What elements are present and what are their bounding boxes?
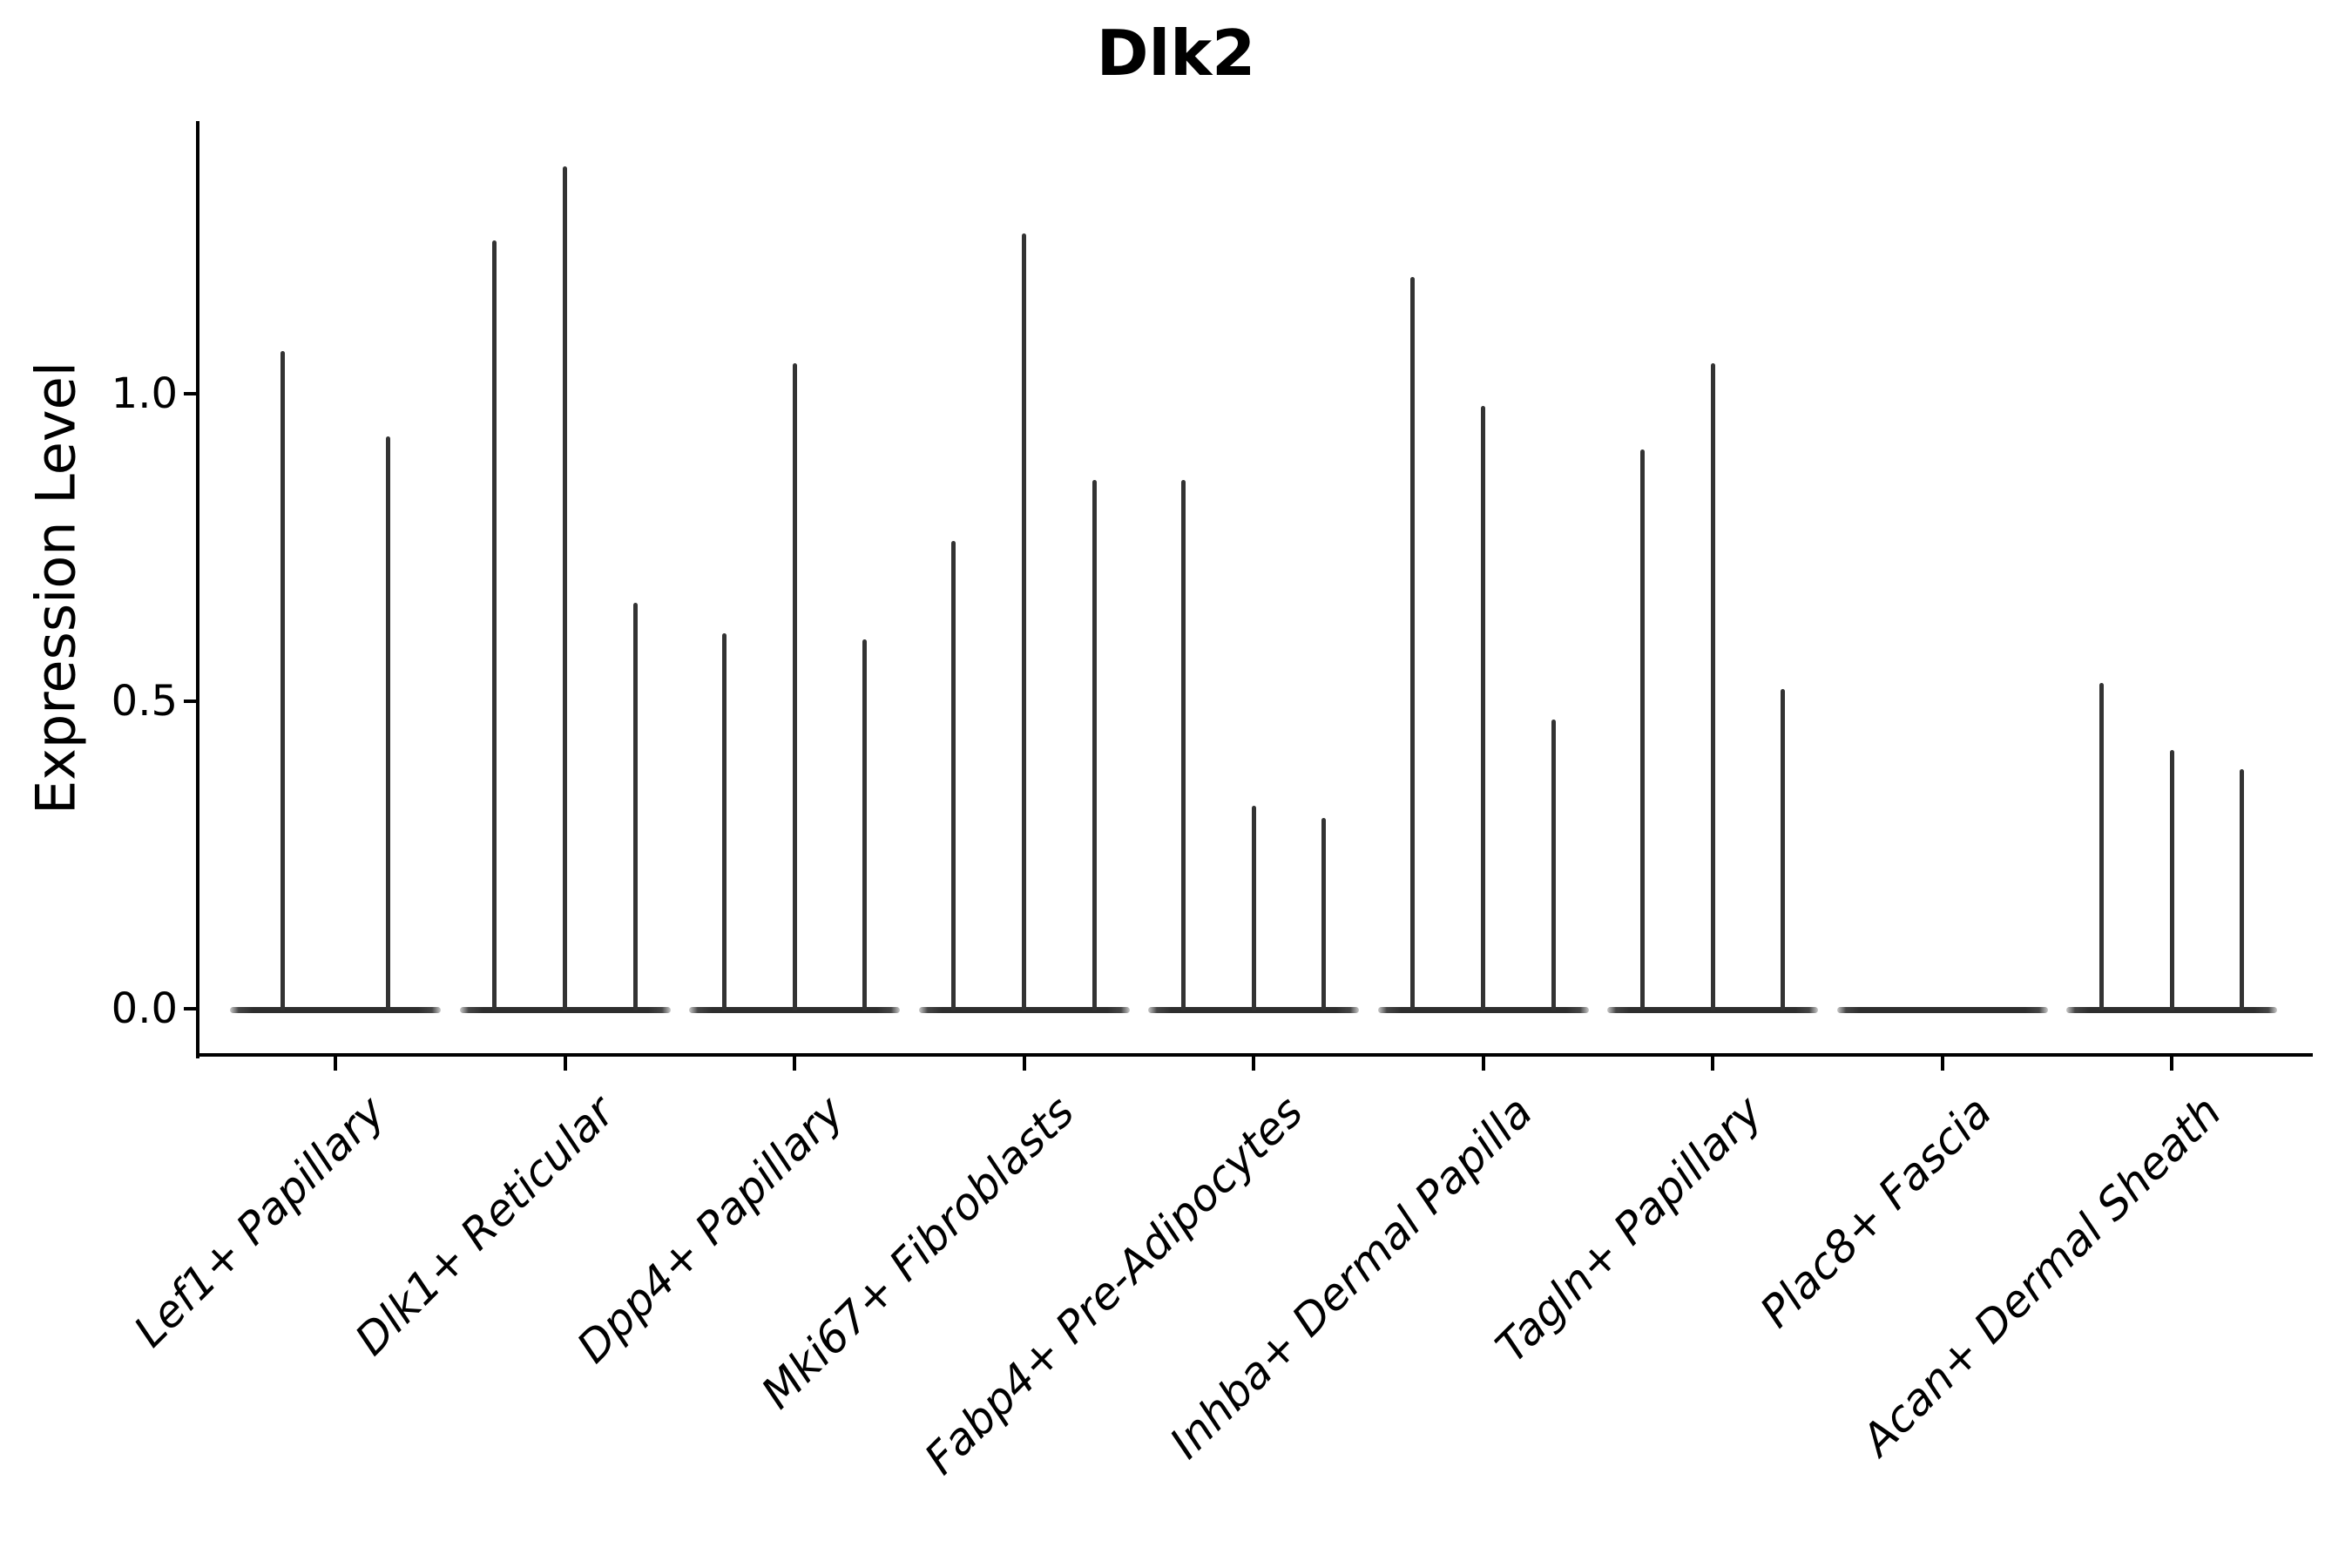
y-axis-label-text: Expression Level: [24, 362, 88, 814]
violin-spike: [386, 436, 390, 1010]
violin-spike: [721, 633, 727, 1010]
violin-spike: [1022, 233, 1026, 1010]
violin-spike: [1410, 276, 1416, 1010]
x-tick-mark: [1711, 1057, 1714, 1071]
violin-spike: [2240, 768, 2245, 1010]
x-tick-label: Dlk1+ Reticular: [345, 1086, 625, 1365]
x-tick-label: Fabp4+ Pre-Adipocytes: [915, 1086, 1314, 1484]
y-axis-spine: [196, 121, 199, 1058]
y-tick-mark: [184, 1007, 197, 1010]
violin-spike: [563, 166, 567, 1010]
x-tick-mark: [2170, 1057, 2173, 1071]
violin-spike: [1551, 720, 1556, 1010]
violin-spike: [280, 350, 285, 1010]
x-tick-mark: [563, 1057, 567, 1071]
violin-base: [1836, 1007, 2048, 1013]
y-tick-mark: [184, 700, 197, 703]
violin-spike: [2099, 682, 2104, 1010]
x-tick-label: Lef1+ Papillary: [124, 1086, 395, 1357]
x-tick-mark: [1022, 1057, 1026, 1071]
violin-spike: [1092, 479, 1097, 1010]
violin-spike: [951, 541, 956, 1010]
violin-spike: [792, 362, 797, 1010]
y-tick-label: 1.0: [111, 369, 178, 418]
x-tick-mark: [1252, 1057, 1255, 1071]
x-tick-mark: [793, 1057, 796, 1071]
x-tick-label: Plac8+ Fascia: [1750, 1086, 2002, 1338]
violin-spike: [1321, 818, 1327, 1010]
violin-spike: [1710, 362, 1715, 1010]
x-tick-mark: [1481, 1057, 1485, 1071]
x-axis-spine: [196, 1053, 2313, 1057]
x-tick-mark: [1940, 1057, 1944, 1071]
violin-spike: [1781, 688, 1786, 1010]
y-tick-mark: [184, 392, 197, 395]
violin-spike: [1639, 449, 1645, 1010]
y-tick-label: 0.0: [111, 984, 178, 1033]
violin-spike: [1180, 479, 1186, 1010]
violin-spike: [632, 603, 638, 1010]
x-tick-mark: [334, 1057, 337, 1071]
y-tick-label: 0.5: [111, 677, 178, 726]
chart-title: Dlk2: [1096, 17, 1256, 90]
violin-spike: [492, 240, 497, 1010]
violin-spike: [1481, 406, 1485, 1010]
violin-spike: [1251, 806, 1256, 1010]
violin-spike: [2169, 750, 2174, 1010]
violin-base: [230, 1007, 441, 1013]
violin-spike: [862, 639, 868, 1010]
